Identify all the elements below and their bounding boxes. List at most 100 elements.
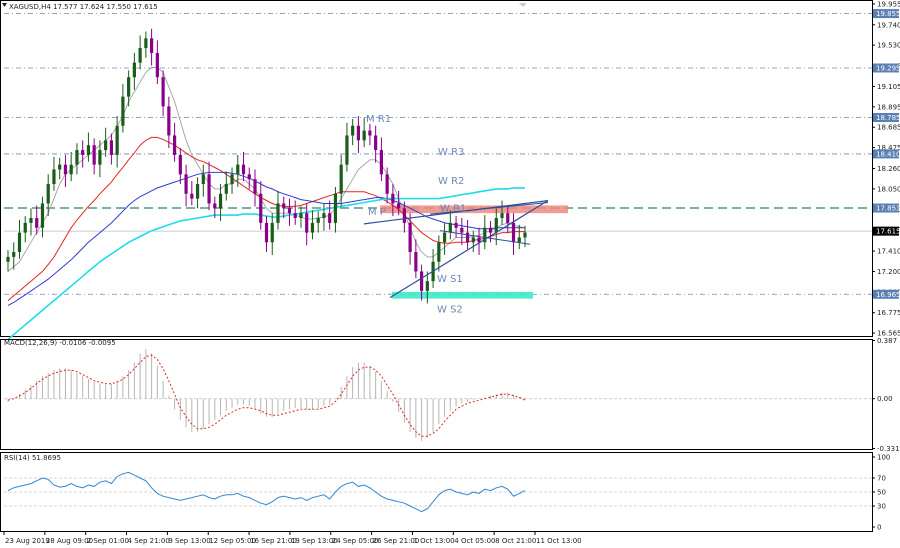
x-tick-label: 16 Sep 21:00 <box>250 537 297 545</box>
candle-body <box>259 193 263 223</box>
price-tag-box <box>873 289 899 299</box>
y-tick-label: 19.955 <box>877 0 900 8</box>
candle-body <box>121 96 125 126</box>
candle-body <box>241 164 246 175</box>
x-tick-label: 11 Oct 13:00 <box>536 537 582 545</box>
candle-body <box>213 203 217 209</box>
pivot-label: W S1 <box>437 274 463 285</box>
candle-body <box>86 145 91 155</box>
candle-body <box>178 154 182 175</box>
candle-body <box>23 222 27 233</box>
y-tick-label: 19.530 <box>877 42 900 50</box>
candle-body <box>333 193 338 223</box>
candle-body <box>270 222 274 243</box>
rsi-tick-label: 100 <box>877 454 890 462</box>
candle-body <box>138 48 142 63</box>
candle-body <box>356 125 361 141</box>
candle-body <box>40 203 45 228</box>
candle-body <box>17 232 22 253</box>
candle-body <box>75 150 79 165</box>
candle-body <box>81 150 85 155</box>
price-tag-label: 19.295 <box>876 64 900 72</box>
collapse-icon[interactable] <box>2 3 7 7</box>
candle-body <box>351 125 355 136</box>
candle-body <box>282 203 286 209</box>
trendline-inner <box>439 230 531 245</box>
resistance-zone <box>380 205 568 214</box>
y-tick-label: 16.775 <box>877 309 900 317</box>
price-tag-label: 17.615 <box>876 228 900 236</box>
rsi-header: RSI(14) 51.8695 <box>4 454 61 462</box>
candle-body <box>483 227 487 243</box>
candle-body <box>506 213 510 223</box>
candle-body <box>374 135 378 151</box>
trendline-upper <box>363 199 549 225</box>
main-header: XAGUSD,H4 17.577 17.624 17.550 17.615 <box>9 3 158 11</box>
candle-body <box>494 218 498 233</box>
candle-body <box>425 281 429 291</box>
chevron-down-icon[interactable] <box>519 3 527 7</box>
candle-body <box>224 184 228 194</box>
x-tick-label: 2 Sep 01:00 <box>87 537 129 545</box>
candle-body <box>276 203 280 223</box>
y-tick-label: 18.260 <box>877 165 900 173</box>
candle-body <box>454 222 458 228</box>
main-panel-frame <box>0 0 873 337</box>
candle-body <box>305 213 309 233</box>
y-tick-label: 19.105 <box>877 83 900 91</box>
candle-body <box>437 242 441 262</box>
y-tick-label: 18.895 <box>877 103 900 111</box>
candle-body <box>322 213 326 219</box>
y-tick-label: 18.475 <box>877 144 900 152</box>
candle-body <box>150 38 154 53</box>
candle-body <box>52 169 56 185</box>
candle-body <box>397 203 401 209</box>
candle-body <box>471 237 475 243</box>
candle-body <box>195 184 200 199</box>
candle-body <box>92 145 96 165</box>
price-tag-label: 18.785 <box>876 114 900 122</box>
candle-body <box>316 218 320 223</box>
candle-body <box>184 174 188 194</box>
candle-body <box>127 77 131 97</box>
candle-body <box>109 140 113 155</box>
candle-body <box>500 213 504 219</box>
candle-body <box>523 232 527 238</box>
x-tick-label: 23 Aug 2019 <box>5 537 50 545</box>
y-tick-label: 16.565 <box>877 330 900 338</box>
candle-body <box>511 222 516 243</box>
candle-body <box>207 174 211 204</box>
candle-body <box>247 174 251 180</box>
support-zone <box>392 291 533 299</box>
pivot-label: M R1 <box>366 114 391 125</box>
macd-header: MACD(12,26,9) -0.0106 -0.0095 <box>4 339 116 347</box>
pivot-label: W R1 <box>440 203 466 214</box>
y-tick-label: 18.685 <box>877 124 900 132</box>
candle-body <box>391 193 395 204</box>
candle-body <box>236 164 240 175</box>
price-tag-box <box>873 9 899 19</box>
candle-body <box>448 222 452 233</box>
candle-body <box>287 208 292 214</box>
rsi-panel: 100 70 50 30 0 <box>0 452 890 532</box>
candle-body <box>408 222 412 253</box>
trendline-lower <box>389 200 549 299</box>
candle-body <box>144 38 148 49</box>
y-tick-label: 18.050 <box>877 185 900 193</box>
y-tick-label: 19.740 <box>877 21 900 29</box>
candle-body <box>104 140 108 151</box>
candle-body <box>442 232 447 243</box>
candle-body <box>368 130 372 136</box>
candle-body <box>167 106 171 136</box>
macd-tick-label: 0.387 <box>877 337 897 345</box>
candle-body <box>517 237 521 243</box>
candle-body <box>293 213 297 219</box>
x-tick-label: 1 Oct 13:00 <box>413 537 454 545</box>
main-price-panel: M R1 W R3 W R2 W R1 M P W S1 W S2 19.955 19.740 1… <box>0 0 900 341</box>
candle-body <box>477 237 481 243</box>
candle-body <box>35 218 39 228</box>
candle-body <box>12 252 16 257</box>
price-tag-label: 19.855 <box>876 10 900 18</box>
